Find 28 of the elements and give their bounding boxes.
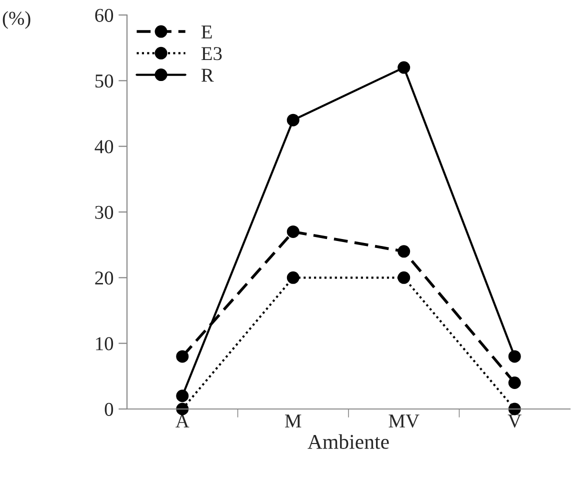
y-tick-label: 60 [95, 8, 114, 22]
point [508, 350, 521, 363]
x-tick-label: A [176, 414, 190, 428]
x-axis-title: Ambiente [308, 434, 389, 449]
legend-label: E3 [201, 47, 222, 60]
point [286, 271, 300, 284]
point [176, 390, 189, 402]
y-axis-title: (%) [2, 11, 30, 29]
point [398, 61, 410, 74]
x-tick-label: M [285, 414, 302, 428]
point [508, 402, 521, 416]
point [398, 245, 410, 258]
point [286, 225, 300, 238]
y-tick-label: 50 [95, 74, 114, 88]
y-tick-label: 20 [95, 271, 114, 285]
y-tick-label: 30 [95, 206, 114, 219]
legend-label: R [201, 68, 214, 82]
x-tick-label: V [508, 414, 522, 428]
point [176, 350, 189, 363]
point [176, 402, 189, 416]
y-tick-label: 40 [94, 140, 114, 154]
point [508, 376, 521, 389]
y-tick-label: 0 [104, 402, 114, 416]
x-tick-label: MV [388, 414, 420, 428]
point [286, 114, 300, 126]
y-tick-label: 10 [96, 337, 114, 350]
legend-label: E [201, 26, 212, 38]
point [398, 271, 410, 284]
